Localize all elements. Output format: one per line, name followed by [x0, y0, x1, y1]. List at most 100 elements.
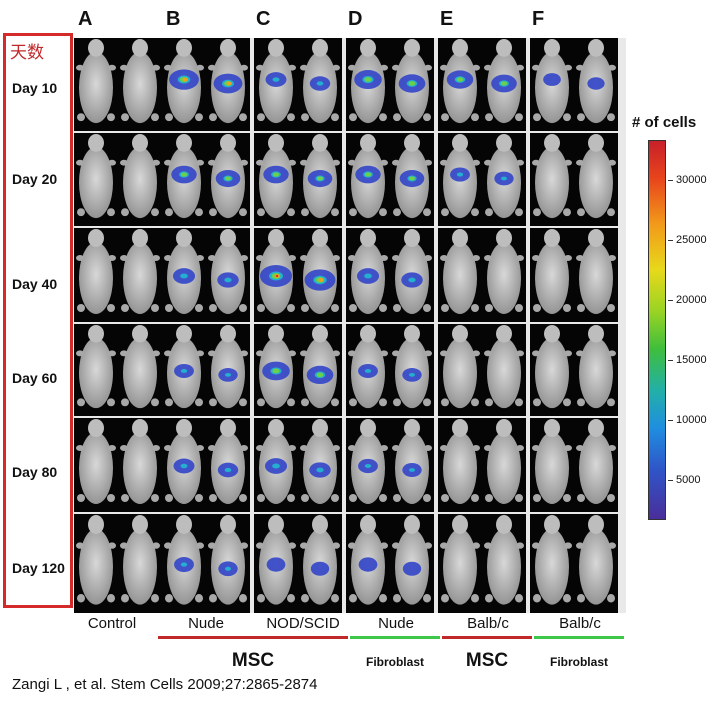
mouse-head [312, 38, 328, 57]
mouse-head [268, 419, 284, 437]
mouse-image-cell [74, 418, 162, 512]
day-label-10: Day 10 [12, 80, 58, 96]
mouse-body [443, 528, 477, 605]
signal-blob [266, 557, 286, 572]
group-label-nude-msc: Nude [188, 615, 224, 632]
mouse-head [132, 515, 148, 535]
mouse-head [544, 324, 560, 343]
mouse-body [123, 242, 157, 314]
day-label-60: Day 60 [12, 370, 58, 386]
mouse-head [176, 419, 192, 437]
category-label-fibroblast: Fibroblast [549, 655, 608, 669]
mouse-image-cell [162, 514, 250, 613]
mouse-head [312, 419, 328, 437]
mouse-head [176, 229, 192, 247]
fibroblast-underline [350, 636, 440, 639]
mouse-body [487, 337, 521, 409]
column-letter-a: A [78, 8, 93, 30]
mouse-body [259, 51, 293, 124]
colorbar-tick [668, 360, 673, 361]
mouse-head [452, 133, 468, 152]
mouse-image-cell [74, 324, 162, 416]
mouse-head [220, 229, 236, 247]
mouse-head [360, 229, 376, 247]
mouse-head [588, 324, 604, 343]
mouse-head [88, 133, 104, 152]
mouse-head [360, 419, 376, 437]
mouse-body [535, 528, 569, 605]
mouse-image-grid [74, 38, 626, 613]
mouse-body [123, 432, 157, 504]
group-label-balbc-msc: Balb/c [467, 615, 509, 632]
mouse-head [452, 515, 468, 535]
mouse-body [579, 337, 613, 409]
mouse-head [588, 229, 604, 247]
mouse-body [487, 528, 521, 605]
mouse-head [176, 133, 192, 152]
day-label-80: Day 80 [12, 464, 58, 480]
mouse-body [443, 337, 477, 409]
colorbar-title: # of cells [632, 114, 697, 131]
mouse-body [579, 528, 613, 605]
mouse-head [452, 38, 468, 57]
colorbar-tick [668, 480, 673, 481]
mouse-head [88, 324, 104, 343]
mouse-head [360, 38, 376, 57]
mouse-image-cell [162, 133, 250, 226]
mouse-head [544, 515, 560, 535]
msc-underline [442, 636, 532, 639]
mouse-body [579, 432, 613, 504]
mouse-head [176, 324, 192, 343]
mouse-head [312, 229, 328, 247]
mouse-head [176, 38, 192, 57]
mouse-body [535, 337, 569, 409]
mouse-image-cell [254, 418, 342, 512]
mouse-body [79, 51, 113, 124]
signal-blob [310, 561, 330, 576]
mouse-head [452, 229, 468, 247]
mouse-head [268, 229, 284, 247]
mouse-head [132, 229, 148, 247]
mouse-image-cell [254, 228, 342, 322]
mouse-image-cell [438, 133, 526, 226]
column-letter-f: F [532, 8, 545, 30]
signal-blob [587, 77, 605, 90]
mouse-image-cell [346, 133, 434, 226]
mouse-body [123, 528, 157, 605]
category-label-msc: MSC [231, 650, 275, 671]
mouse-image-cell [438, 38, 526, 131]
mouse-head [360, 515, 376, 535]
mouse-head [220, 419, 236, 437]
mouse-head [312, 324, 328, 343]
day-label-20: Day 20 [12, 171, 58, 187]
mouse-image-cell [162, 228, 250, 322]
group-label-nod-scid: NOD/SCID [266, 615, 340, 632]
day-label-120: Day 120 [12, 560, 65, 576]
mouse-body [79, 242, 113, 314]
mouse-head [544, 419, 560, 437]
mouse-head [544, 38, 560, 57]
mouse-head [88, 515, 104, 535]
mouse-head [220, 324, 236, 343]
mouse-image-cell [74, 228, 162, 322]
mouse-head [404, 133, 420, 152]
mouse-head [268, 324, 284, 343]
mouse-image-cell [438, 324, 526, 416]
mouse-body [123, 146, 157, 219]
mouse-head [176, 515, 192, 535]
mouse-head [496, 515, 512, 535]
column-letter-d: D [348, 8, 363, 30]
colorbar-tick [668, 420, 673, 421]
category-label-msc: MSC [465, 650, 509, 671]
mouse-body [487, 242, 521, 314]
mouse-head [588, 419, 604, 437]
mouse-image-cell [530, 418, 618, 512]
mouse-head [452, 324, 468, 343]
mouse-body [579, 242, 613, 314]
colorbar-tick [668, 180, 673, 181]
mouse-head [544, 229, 560, 247]
colorbar-tick [668, 240, 673, 241]
mouse-body [535, 432, 569, 504]
colorbar-tick [668, 300, 673, 301]
mouse-body [123, 51, 157, 124]
